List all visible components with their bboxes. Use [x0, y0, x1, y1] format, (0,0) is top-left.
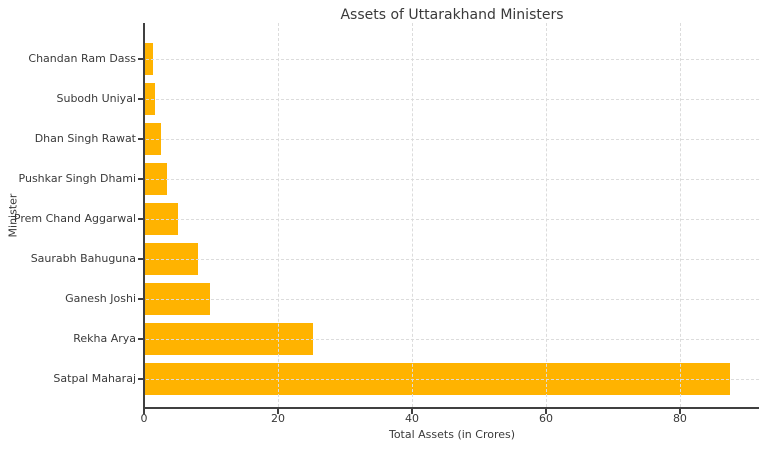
y-tick-label: Dhan Singh Rawat [34, 132, 136, 145]
gridline-horizontal [146, 379, 759, 380]
gridline-horizontal [146, 219, 759, 220]
y-tick-mark [138, 378, 144, 380]
x-tick-label: 80 [672, 412, 687, 425]
x-tick-mark [143, 409, 145, 414]
x-tick-label: 40 [404, 412, 419, 425]
y-tick-mark [138, 178, 144, 180]
x-tick-mark [544, 409, 547, 414]
y-tick-label: Chandan Ram Dass [28, 52, 136, 65]
x-tick-mark [678, 409, 681, 414]
x-tick-mark [410, 409, 413, 414]
x-axis-label: Total Assets (in Crores) [388, 428, 516, 441]
gridline-horizontal [146, 259, 759, 260]
y-tick-label: Subodh Uniyal [56, 92, 136, 105]
y-tick-label: Rekha Arya [73, 332, 136, 345]
gridline-horizontal [146, 299, 759, 300]
y-tick-label: Prem Chand Aggarwal [13, 212, 136, 225]
gridline-vertical [679, 23, 681, 407]
gridline-horizontal [146, 99, 759, 100]
y-tick-label: Ganesh Joshi [65, 292, 136, 305]
y-axis-spine [143, 23, 145, 409]
gridline-vertical [277, 23, 279, 407]
y-tick-mark [138, 218, 144, 220]
gridline-vertical [545, 23, 547, 407]
gridline-horizontal [146, 179, 759, 180]
gridline-vertical [411, 23, 413, 407]
y-tick-label: Satpal Maharaj [53, 372, 136, 385]
y-tick-mark [138, 258, 144, 260]
y-tick-mark [138, 338, 144, 340]
y-tick-mark [138, 58, 144, 60]
y-tick-label: Saurabh Bahuguna [30, 252, 136, 265]
y-tick-label: Pushkar Singh Dhami [18, 172, 136, 185]
gridline-horizontal [146, 59, 759, 60]
x-tick-mark [276, 409, 279, 414]
chart-title: Assets of Uttarakhand Ministers [340, 7, 564, 23]
x-tick-label: 20 [270, 412, 285, 425]
y-tick-mark [138, 298, 144, 300]
gridline-horizontal [146, 139, 759, 140]
x-axis-spine [143, 407, 759, 409]
x-tick-label: 0 [140, 412, 148, 425]
x-tick-label: 60 [538, 412, 553, 425]
gridline-horizontal [146, 339, 759, 340]
y-tick-mark [138, 138, 144, 140]
y-tick-mark [138, 98, 144, 100]
